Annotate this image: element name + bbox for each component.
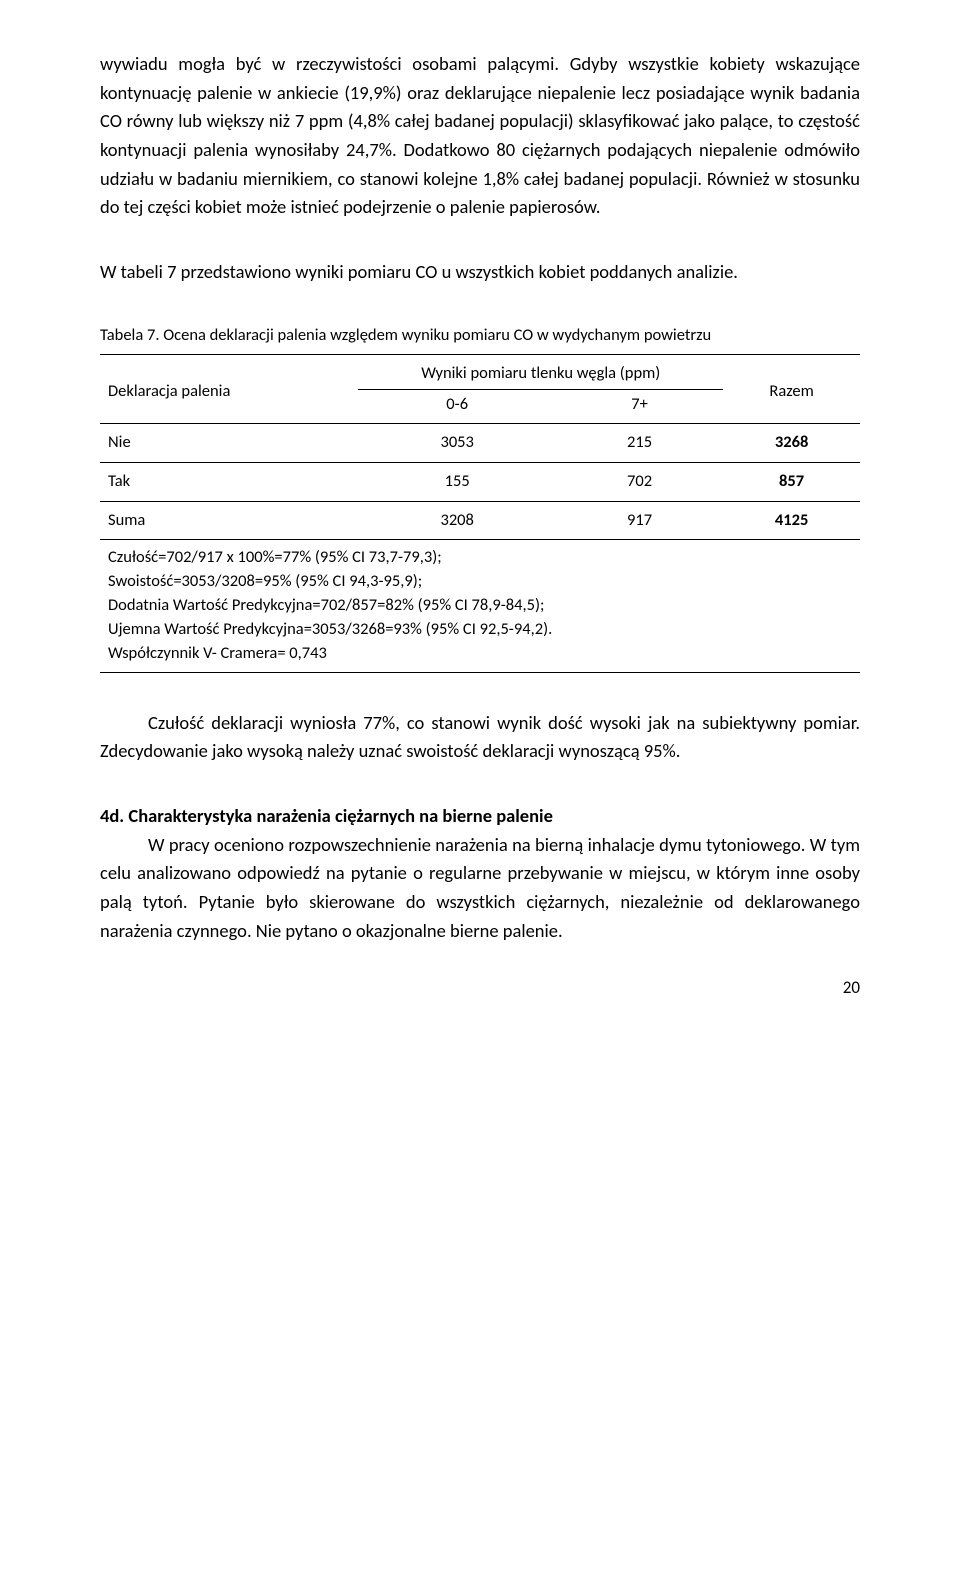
cell-value: 3053 [358,424,556,463]
cell-value: 917 [556,501,723,539]
section-title: 4d. Charakterystyka narażenia ciężarnych… [100,804,553,827]
paragraph-4: W pracy oceniono rozpowszechnienie naraż… [100,831,860,946]
paragraph-2: W tabeli 7 przedstawiono wyniki pomiaru … [100,258,860,287]
footnote-line: Czułość=702/917 x 100%=77% (95% CI 73,7-… [108,546,852,570]
th-sub-0-6: 0-6 [358,389,556,424]
cell-value: 702 [556,462,723,501]
th-total: Razem [723,355,860,424]
table-row: Nie 3053 215 3268 [100,424,860,463]
footnote-line: Swoistość=3053/3208=95% (95% CI 94,3-95,… [108,570,852,594]
paragraph-3: Czułość deklaracji wyniosła 77%, co stan… [100,709,860,766]
th-co-results: Wyniki pomiaru tlenku węgla (ppm) [358,355,723,390]
cell-total: 3268 [723,424,860,463]
footnote-line: Dodatnia Wartość Predykcyjna=702/857=82%… [108,594,852,618]
cell-value: 3208 [358,501,556,539]
cell-total: 857 [723,462,860,501]
footnote-line: Współczynnik V- Cramera= 0,743 [108,642,852,666]
cell-total: 4125 [723,501,860,539]
cell-label: Tak [100,462,358,501]
table-caption: Tabela 7. Ocena deklaracji palenia wzglę… [100,323,860,349]
cell-value: 155 [358,462,556,501]
page-number: 20 [100,975,860,1001]
footnote-line: Ujemna Wartość Predykcyjna=3053/3268=93%… [108,618,852,642]
paragraph-1: wywiadu mogła być w rzeczywistości osoba… [100,50,860,222]
table-footnotes: Czułość=702/917 x 100%=77% (95% CI 73,7-… [100,539,860,673]
table-row: Tak 155 702 857 [100,462,860,501]
th-declaration: Deklaracja palenia [100,355,358,424]
section-4d: 4d. Charakterystyka narażenia ciężarnych… [100,802,860,945]
data-table: Deklaracja palenia Wyniki pomiaru tlenku… [100,354,860,539]
cell-label: Suma [100,501,358,539]
cell-label: Nie [100,424,358,463]
table-row: Suma 3208 917 4125 [100,501,860,539]
th-sub-7plus: 7+ [556,389,723,424]
cell-value: 215 [556,424,723,463]
